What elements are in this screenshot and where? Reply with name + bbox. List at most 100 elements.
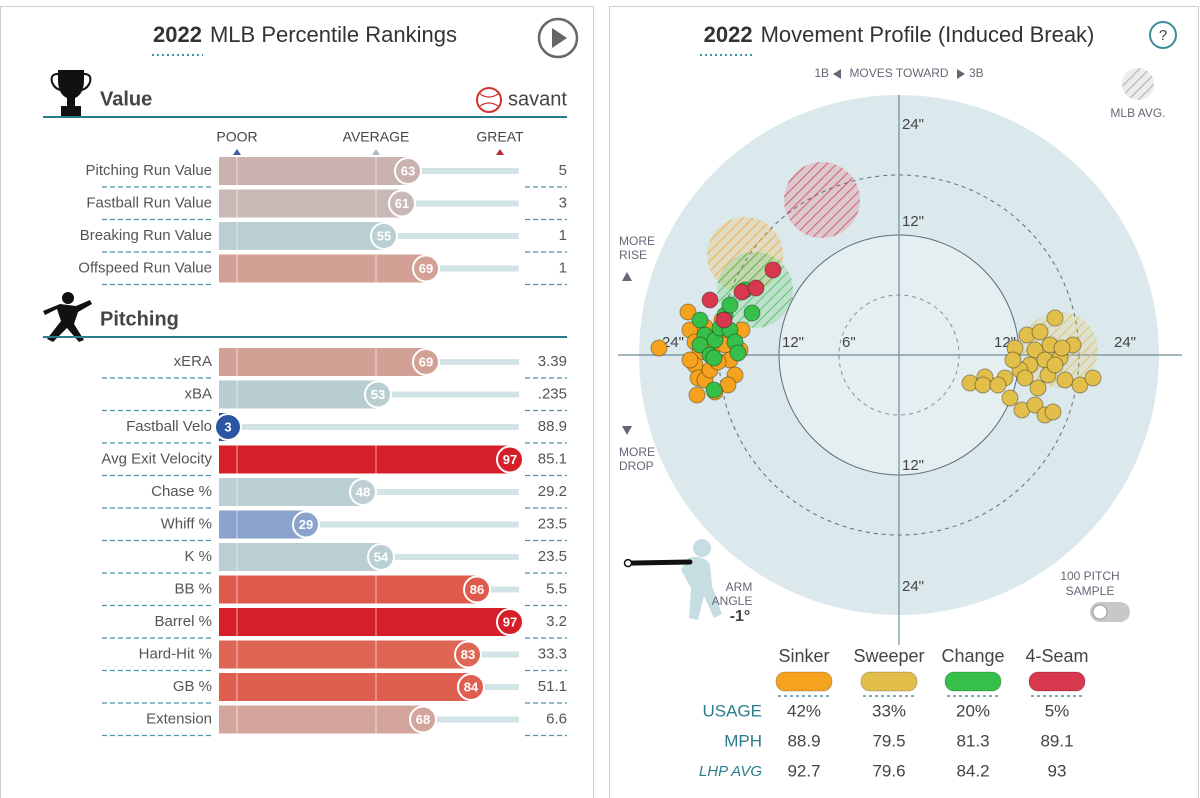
percentile-dot	[457, 673, 485, 701]
pitch	[989, 376, 1007, 394]
table-value: 89.1	[1040, 731, 1073, 750]
pitch	[1046, 356, 1064, 374]
pitch	[1044, 403, 1062, 421]
percentile-dot	[367, 543, 395, 571]
pitch	[1071, 376, 1089, 394]
percentile-dot	[496, 608, 524, 636]
x-tick-label: 6"	[842, 334, 856, 351]
pitch	[705, 349, 723, 367]
direction-left: 1B	[814, 66, 829, 80]
percentile-bar	[219, 705, 423, 734]
title-year: 2022	[153, 22, 202, 47]
pitch	[705, 381, 723, 399]
row-label: xERA	[174, 353, 212, 370]
table-value: 33%	[872, 701, 906, 720]
savant-logo	[476, 87, 502, 113]
trophy-icon	[50, 70, 92, 118]
percentile-bar	[219, 673, 471, 701]
scale-arrow	[496, 149, 504, 155]
percentile-label: 61	[395, 196, 409, 211]
legend-swatch	[775, 671, 833, 692]
arm-figure	[681, 539, 722, 620]
percentile-label: 69	[419, 354, 433, 369]
percentile-dot	[364, 380, 392, 409]
percentile-dot	[388, 189, 416, 218]
percentile-dot	[349, 478, 377, 506]
percentile-label: 97	[503, 614, 517, 629]
stat-value: 23.5	[538, 515, 567, 532]
stat-value: 33.3	[538, 645, 567, 662]
pitch	[1084, 369, 1102, 387]
pitch	[733, 283, 751, 301]
pitch	[1026, 396, 1044, 414]
percentile-bar	[219, 575, 477, 604]
left-title: 2022 MLB Percentile Rankings	[153, 22, 457, 47]
pitch	[1031, 323, 1049, 341]
stat-value: 1	[559, 259, 567, 276]
percentile-bar	[219, 608, 510, 636]
row-label: Breaking Run Value	[80, 227, 212, 244]
section-title: Value	[100, 88, 152, 110]
row-label: Offspeed Run Value	[78, 259, 212, 276]
pitch	[688, 386, 706, 404]
legend-swatch	[860, 671, 918, 692]
percentile-label: 53	[371, 387, 385, 402]
pitch	[1026, 341, 1044, 359]
rise-arrow	[622, 272, 632, 281]
table-value: 20%	[956, 701, 990, 720]
pitch	[747, 279, 765, 297]
percentile-label: 86	[470, 582, 484, 597]
stat-value: 1	[559, 227, 567, 244]
help-icon[interactable]: ?	[1159, 27, 1167, 44]
stat-value: 29.2	[538, 483, 567, 500]
pitch	[681, 351, 699, 369]
row-header: LHP AVG	[699, 763, 762, 780]
mlb-average	[784, 162, 860, 238]
row-label: Fastball Velo	[126, 418, 212, 435]
percentile-label: 3	[224, 419, 231, 434]
help-button[interactable]	[1149, 21, 1177, 49]
table-value: 93	[1048, 761, 1067, 780]
brand: savant	[508, 88, 567, 110]
pitch	[691, 336, 709, 354]
pitch	[1056, 371, 1074, 389]
percentile-label: 84	[464, 679, 479, 694]
figure-head	[693, 539, 711, 557]
row-label: Avg Exit Velocity	[101, 450, 212, 467]
scale-arrow	[233, 149, 241, 155]
percentile-label: 97	[503, 452, 517, 467]
stat-value: 3	[559, 194, 567, 211]
toggle-label: SAMPLE	[1066, 584, 1115, 598]
pitch	[1053, 339, 1071, 357]
row-label: Hard-Hit %	[139, 645, 212, 662]
title-year: 2022	[704, 22, 753, 47]
drop-arrow	[622, 426, 632, 435]
row-label: Chase %	[151, 483, 212, 500]
pitch	[743, 304, 761, 322]
percentile-label: 63	[401, 163, 415, 178]
play-button[interactable]	[537, 17, 579, 59]
direction-text: MOVES TOWARD	[849, 66, 948, 80]
legend-swatch	[1028, 671, 1086, 692]
pitch	[1016, 369, 1034, 387]
scale-arrow	[372, 149, 380, 155]
table-value: 42%	[787, 701, 821, 720]
pitch	[729, 344, 747, 362]
row-label: K %	[184, 548, 212, 565]
percentile-dot	[214, 413, 242, 441]
stat-value: 5.5	[546, 580, 567, 597]
percentile-dot	[292, 510, 320, 539]
table-value: 5%	[1045, 701, 1070, 720]
x-tick-label: 12"	[782, 334, 804, 351]
legend-name: Sinker	[778, 646, 829, 666]
row-label: Barrel %	[154, 613, 212, 630]
row-label: Whiff %	[161, 515, 212, 532]
percentile-dot	[412, 254, 440, 283]
row-label: Extension	[146, 710, 212, 727]
movement-plot: 24" 12" 6" 12" 24"24"12"12"24"1B MOVES TOWARD…	[618, 66, 1182, 780]
legend-swatch	[944, 671, 1002, 692]
percentile-label: 48	[356, 484, 370, 499]
rise-label: MORE	[619, 234, 655, 248]
percentile-label: 55	[377, 228, 391, 243]
